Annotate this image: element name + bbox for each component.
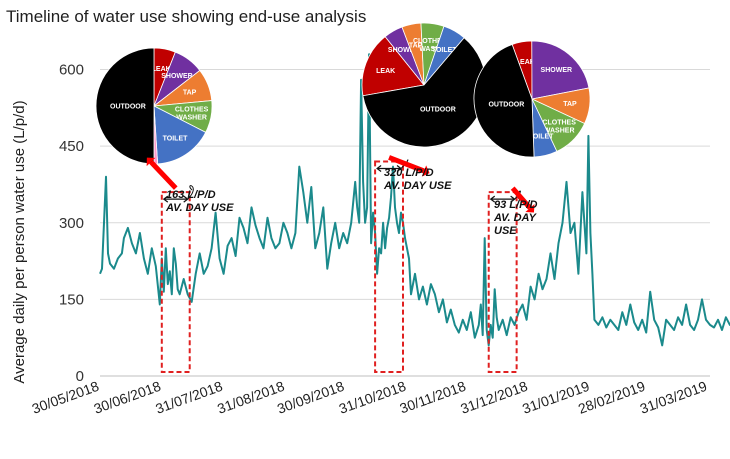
- y-tick-label: 300: [59, 215, 84, 232]
- x-tick-label: 31/07/2018: [153, 378, 225, 417]
- series-layer: [99, 53, 730, 347]
- arrow-to-pie-head: [421, 165, 430, 177]
- arrow-to-pie-shaft: [149, 160, 178, 190]
- annotation-leader: [187, 185, 194, 200]
- pie-slice-label: WASHER: [544, 127, 575, 134]
- x-tick-label: 30/11/2018: [397, 378, 468, 417]
- pie-slice-label: CLOTHES: [175, 107, 209, 114]
- chart-title: Timeline of water use showing end-use an…: [6, 7, 366, 26]
- pie-slice-label: TOILET: [529, 134, 554, 141]
- pie-slice-label: SHOWER: [161, 73, 193, 80]
- y-tick-label: 150: [59, 291, 84, 308]
- pie-slice: [531, 40, 590, 100]
- y-tick-label: 450: [59, 138, 84, 155]
- annotation-text: 320 L/P/D: [384, 167, 434, 179]
- pie-slice-label: OUTDOOR: [110, 104, 146, 111]
- x-tick-label: 31/12/2018: [458, 378, 530, 417]
- x-tick-label: 31/03/2019: [638, 378, 710, 417]
- x-tick-labels: 30/05/201830/06/201831/07/201831/08/2018…: [30, 378, 710, 417]
- x-tick-label: 30/09/2018: [275, 378, 347, 417]
- pie-slice-label: LEAK: [152, 66, 171, 73]
- pie-slice-label: TOILET: [163, 135, 188, 142]
- x-tick-label: 30/06/2018: [91, 378, 163, 417]
- pie-slice: [473, 43, 535, 158]
- pie-slice-label: WASHER: [176, 115, 207, 122]
- pie-slice-label: LEAK: [516, 59, 535, 66]
- series-line: [99, 53, 730, 347]
- pie-slice-label: CLOTHES: [413, 38, 447, 45]
- y-tick-labels: 0 150 300 450 600: [59, 62, 84, 385]
- x-tick-label: 30/05/2018: [30, 378, 102, 417]
- end-use-pies: LEAKSHOWERTAPCLOTHESWASHERTOILETOUTDOORL…: [95, 22, 591, 165]
- annotation-text: AV. DAY USE: [383, 180, 452, 192]
- annotation-text: 93 L/P/D: [494, 199, 537, 211]
- y-tick-label: 600: [59, 62, 84, 79]
- x-tick-label: 31/10/2018: [337, 378, 409, 417]
- pie-slice: [362, 37, 487, 148]
- x-tick-label: 31/08/2018: [215, 378, 287, 417]
- arrow-to-pie-head: [525, 204, 535, 213]
- arrow-to-pie-shaft: [388, 155, 425, 174]
- highlight-windows: [160, 160, 518, 373]
- highlight-window-box: [374, 160, 405, 373]
- arrow-to-pie-head: [146, 157, 156, 167]
- pie-slice: [153, 105, 207, 165]
- pie-slice-label: WASH: [419, 46, 440, 53]
- y-axis-label: Average daily per person water use (L/p/…: [11, 100, 28, 383]
- pie-slice-label: LEAK: [376, 68, 395, 75]
- pie-slice-label: OUTDOOR: [420, 107, 456, 114]
- pie-slice-label: TAP: [183, 89, 197, 96]
- annotation-text: AV. DAY USE: [165, 202, 234, 214]
- pie-slice-label: SHOWER: [388, 47, 420, 54]
- pie-slice-label: TOILET: [432, 47, 457, 54]
- pie-slice: [95, 47, 155, 165]
- annotation-text: 163 L/P/D: [166, 189, 216, 201]
- pie-slice: [361, 36, 425, 97]
- annotation-text: AV. DAY: [493, 212, 538, 224]
- annotation-text: USE: [494, 225, 517, 237]
- pie-slice-label: SHOWER: [541, 67, 573, 74]
- pie-slice-label: TAP: [409, 42, 423, 49]
- y-tick-label: 0: [76, 368, 84, 385]
- pie-slice-label: CLOTHES: [542, 119, 576, 126]
- pie-slice-label: TAP: [563, 101, 577, 108]
- arrow-to-pie-shaft: [510, 186, 532, 210]
- pie-slice-label: OUTDOOR: [488, 101, 524, 108]
